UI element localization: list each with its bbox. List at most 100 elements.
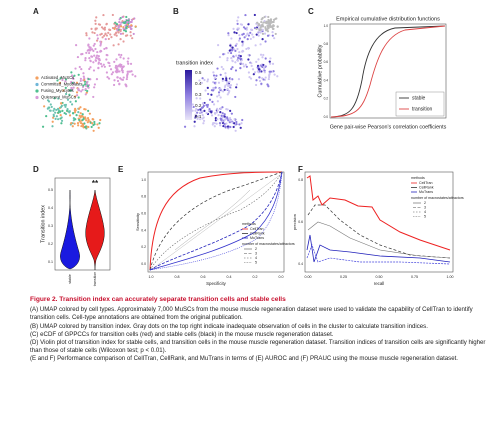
legend-label: Committed_Myoblasts <box>41 82 82 87</box>
cell-dot <box>61 109 64 112</box>
cell-dot <box>261 56 264 59</box>
cell-dot <box>99 33 102 36</box>
x-tick-label: 1.0 <box>149 275 154 279</box>
cell-dot <box>201 110 204 113</box>
cell-dot <box>250 62 253 65</box>
cell-dot <box>85 32 88 35</box>
cell-dot <box>77 96 80 99</box>
cell-dot <box>74 107 77 110</box>
axis-label: recall <box>374 281 385 286</box>
panel-letter: A <box>33 7 39 16</box>
cell-dot <box>125 85 128 88</box>
cell-dot <box>97 66 100 70</box>
cell-dot <box>252 36 255 39</box>
cell-dot <box>121 71 124 74</box>
legend-box <box>395 91 445 117</box>
cell-dot <box>237 56 240 60</box>
cell-dot <box>76 122 80 125</box>
legend-title: methods <box>411 176 425 180</box>
cell-dot <box>109 33 112 36</box>
legend-label: MuTrans <box>419 190 433 194</box>
cell-dot <box>84 108 87 111</box>
cell-dot <box>216 100 219 103</box>
cell-dot <box>79 106 82 109</box>
pr-cellrank <box>307 204 451 259</box>
cell-dot <box>81 115 84 118</box>
cell-dot <box>261 77 264 80</box>
cell-dot <box>54 117 57 120</box>
cell-dot <box>217 91 221 94</box>
cell-dot <box>60 119 64 122</box>
cell-dot <box>249 77 253 80</box>
cell-dot <box>223 122 226 125</box>
cell-dot <box>103 47 106 51</box>
cell-dot <box>191 103 194 106</box>
cell-dot <box>229 125 232 129</box>
cell-dot <box>216 118 219 121</box>
cell-dot <box>226 93 229 96</box>
cell-dot <box>220 118 223 121</box>
cell-dot <box>130 18 134 21</box>
cell-dot <box>125 26 128 29</box>
cell-dot <box>195 107 198 110</box>
cell-dot <box>128 21 131 24</box>
cell-dot <box>85 84 88 88</box>
cell-dot <box>119 32 123 35</box>
cell-dot <box>124 30 128 33</box>
cell-dot <box>66 98 70 101</box>
cell-dot <box>113 79 116 82</box>
cell-dot <box>258 79 262 83</box>
cell-dot <box>59 102 63 105</box>
cell-dot <box>272 18 276 21</box>
y-tick-label: 0.4 <box>298 262 303 266</box>
cell-dot <box>125 15 128 19</box>
cell-dot <box>227 34 230 37</box>
cell-dot <box>202 122 205 125</box>
cell-dot <box>80 124 83 128</box>
cell-dot <box>201 114 204 117</box>
cell-dot <box>271 31 274 34</box>
cell-dot <box>261 23 264 26</box>
cell-dot <box>113 60 116 63</box>
cell-dot <box>77 111 80 114</box>
cell-dot <box>193 125 196 128</box>
cell-dot <box>73 74 76 77</box>
cell-dot <box>206 105 209 108</box>
axes-box <box>54 177 111 271</box>
cell-dot <box>89 78 92 81</box>
cell-dot <box>226 108 229 111</box>
legend-label: 5 <box>424 214 426 218</box>
cell-dot <box>79 112 82 115</box>
cell-dot <box>266 34 270 37</box>
cell-dot <box>222 90 225 93</box>
cell-dot <box>183 125 187 128</box>
cell-dot <box>240 23 244 26</box>
cell-dot <box>84 56 87 60</box>
legend-label: 3 <box>424 205 426 209</box>
cell-dot <box>57 111 60 114</box>
legend-label: CellTran <box>419 181 432 185</box>
cell-dot <box>129 34 132 37</box>
cell-dot <box>241 42 244 45</box>
cell-dot <box>206 78 210 81</box>
cell-dot <box>124 24 127 27</box>
cell-dot <box>256 64 260 67</box>
cell-dot <box>126 72 129 76</box>
cell-dot <box>77 87 80 90</box>
cell-dot <box>92 44 95 47</box>
cell-dot <box>237 78 241 81</box>
cell-dot <box>92 95 95 99</box>
cell-dot <box>275 17 278 20</box>
legend-label: CellRank <box>250 231 265 235</box>
cell-dot <box>194 116 197 119</box>
cell-dot <box>256 70 259 73</box>
cell-dot <box>219 124 222 127</box>
cell-dot <box>217 81 221 84</box>
cell-dot <box>247 53 250 57</box>
cell-dot <box>216 95 219 98</box>
figure: A B C D E F Activated_MuSCs Committed_Myoblasts… <box>33 7 464 286</box>
cell-dot <box>215 74 218 77</box>
cell-dot <box>250 64 253 68</box>
cell-dot <box>127 57 130 60</box>
x-tick-label: 0.00 <box>305 275 312 279</box>
